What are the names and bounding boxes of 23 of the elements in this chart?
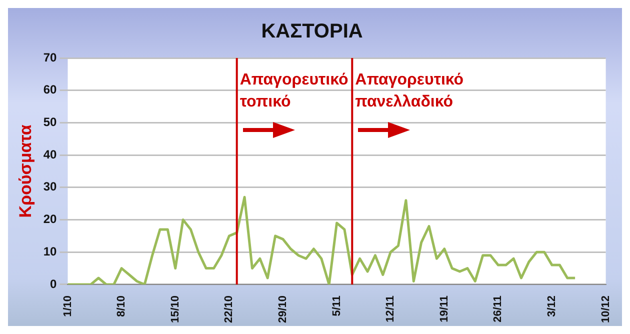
x-tick-label: 10/12 xyxy=(600,295,612,324)
y-tick-label: 10 xyxy=(43,244,58,258)
y-tick-label: 60 xyxy=(43,82,58,97)
x-tick-label: 29/10 xyxy=(277,295,289,324)
x-tick-label: 26/11 xyxy=(492,295,504,322)
x-tick-label: 12/11 xyxy=(384,295,397,322)
x-tick-label: 1/10 xyxy=(62,295,74,317)
y-tick-label: 70 xyxy=(43,50,58,64)
y-tick-label: 50 xyxy=(43,115,58,130)
x-tick-label: 8/10 xyxy=(116,295,128,317)
x-tick-label: 5/11 xyxy=(330,295,343,316)
x-tick-label: 19/11 xyxy=(438,295,450,322)
y-tick-label: 20 xyxy=(43,212,58,226)
y-tick-label: 0 xyxy=(50,276,58,291)
x-tick-label: 22/10 xyxy=(223,295,236,324)
ref-line-label: Απαγορευτικό τοπικό xyxy=(240,71,348,110)
y-tick-label: 30 xyxy=(43,180,58,194)
ref-line-label: Απαγορευτικό πανελλαδικό xyxy=(355,71,464,110)
y-axis-title: Κρούσματα xyxy=(16,124,35,218)
x-tick-label: 15/10 xyxy=(169,295,182,324)
x-tick-label: 3/12 xyxy=(546,295,558,317)
chart-title: ΚΑΣΤΟΡΙΑ xyxy=(261,20,363,43)
y-tick-label: 40 xyxy=(43,147,58,162)
